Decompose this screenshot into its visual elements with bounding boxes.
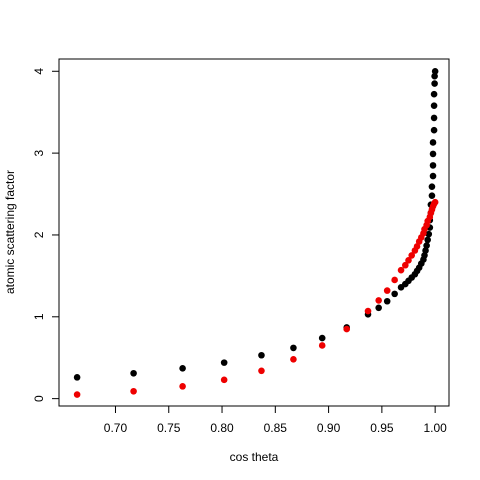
black-data-point xyxy=(431,67,439,75)
black-data-point xyxy=(73,374,81,381)
black-data-point xyxy=(130,369,137,377)
black-data-point xyxy=(375,304,382,312)
x-tick-label: 0.70 xyxy=(104,421,128,435)
red-data-point xyxy=(318,342,326,349)
y-tick-label: 4 xyxy=(32,68,46,75)
x-tick-label: 0.90 xyxy=(317,421,341,435)
red-data-point xyxy=(220,376,228,384)
black-data-point xyxy=(421,252,428,259)
red-data-point xyxy=(397,266,405,274)
black-data-point xyxy=(431,80,438,87)
red-data-point xyxy=(391,276,398,284)
red-data-point xyxy=(130,387,137,395)
black-data-point xyxy=(429,172,437,180)
black-data-point xyxy=(318,334,326,342)
black-data-point xyxy=(179,365,186,372)
black-data-point xyxy=(391,290,398,298)
black-data-point xyxy=(430,126,438,134)
x-axis-title: cos theta xyxy=(230,450,279,464)
plot-frame xyxy=(58,58,450,407)
black-data-point xyxy=(429,162,437,169)
y-axis: 0 1 2 3 4 xyxy=(32,68,59,402)
black-data-point xyxy=(430,90,438,98)
y-tick-label: 2 xyxy=(32,231,46,238)
black-data-point xyxy=(430,102,438,109)
black-data-point xyxy=(430,114,438,122)
black-data-point xyxy=(422,247,429,254)
red-data-point xyxy=(402,261,409,269)
y-tick-label: 3 xyxy=(32,149,46,156)
black-data-point xyxy=(425,230,433,238)
red-data-point xyxy=(375,297,382,304)
black-data-point xyxy=(220,359,228,366)
red-data-point xyxy=(364,307,372,315)
x-tick-label: 0.95 xyxy=(370,421,394,435)
black-data-point xyxy=(429,139,437,146)
red-data-point xyxy=(179,383,186,390)
x-tick-label: 0.80 xyxy=(210,421,234,435)
black-data-point xyxy=(258,351,265,359)
y-tick-label: 1 xyxy=(32,313,46,320)
red-data-point xyxy=(343,325,351,333)
black-data-point xyxy=(424,236,431,244)
black-data-point xyxy=(431,72,438,80)
x-tick-label: 0.85 xyxy=(264,421,288,435)
y-tick-label: 0 xyxy=(32,395,46,402)
y-axis-title: atomic scattering factor xyxy=(3,170,17,294)
black-data-point xyxy=(428,192,436,199)
red-data-point xyxy=(290,356,297,363)
x-axis: 0.70 0.75 0.80 0.85 0.90 0.95 1.00 xyxy=(104,406,447,435)
black-data-point xyxy=(428,183,436,190)
black-data-point xyxy=(383,297,391,305)
red-data-point xyxy=(258,367,265,375)
red-data-point xyxy=(408,252,416,259)
data-points xyxy=(73,67,439,398)
red-data-point xyxy=(383,287,391,294)
x-tick-label: 1.00 xyxy=(423,421,447,435)
black-data-point xyxy=(429,150,437,158)
red-data-point xyxy=(431,198,439,206)
red-data-point xyxy=(405,257,412,264)
x-tick-label: 0.75 xyxy=(157,421,181,435)
black-data-point xyxy=(290,344,297,352)
black-data-point xyxy=(423,242,430,249)
red-data-point xyxy=(73,391,81,398)
